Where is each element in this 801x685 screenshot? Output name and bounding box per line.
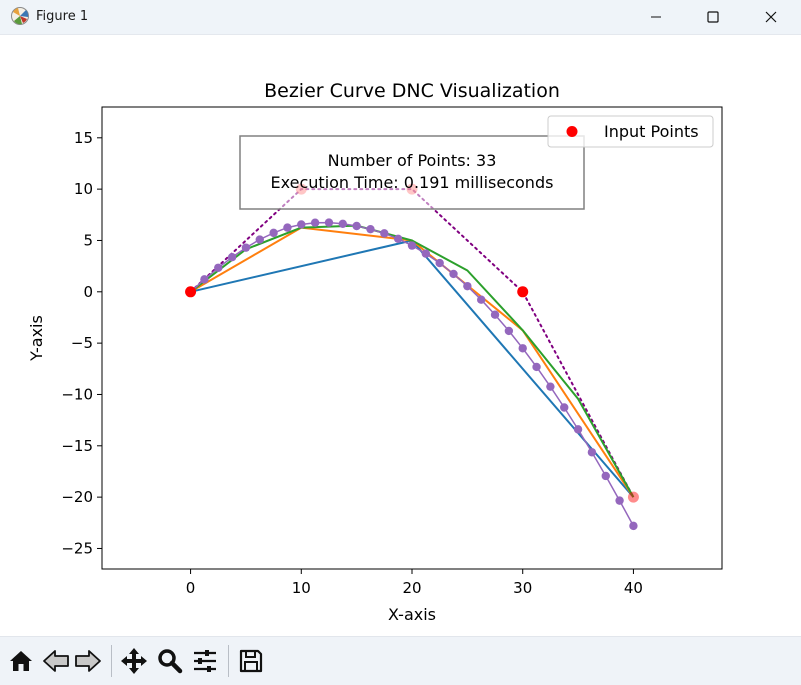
y-tick-label: −20 [61, 488, 93, 506]
window-titlebar: Figure 1 [0, 0, 801, 35]
floppy-disk-icon [239, 649, 263, 673]
curve-point [227, 253, 237, 262]
curve-point [241, 243, 251, 252]
configure-subplots-button[interactable] [189, 643, 221, 679]
annotation-box: Number of Points: 33 Execution Time: 0.1… [239, 135, 585, 210]
window-title: Figure 1 [36, 9, 89, 24]
curve-point [476, 295, 486, 304]
curve-point [560, 403, 569, 412]
curve-point [449, 269, 458, 279]
chart-title: Bezier Curve DNC Visualization [264, 80, 560, 102]
curve-point [435, 258, 444, 268]
x-tick-label: 30 [513, 579, 532, 597]
arrow-right-icon [75, 650, 101, 672]
curve-point [546, 382, 555, 391]
curve-point [615, 496, 624, 505]
matplotlib-icon [11, 7, 29, 25]
curve-point [532, 362, 541, 372]
iteration-line-2 [190, 226, 635, 498]
y-tick-label: 15 [74, 129, 93, 147]
minimize-button[interactable] [633, 0, 679, 34]
curve-point [407, 241, 417, 250]
sliders-icon [194, 650, 216, 672]
minimize-icon [651, 16, 661, 18]
zoom-button[interactable] [154, 643, 186, 679]
x-axis-label: X-axis [388, 605, 436, 624]
toolbar-separator [111, 645, 112, 677]
curve-point [269, 228, 278, 238]
curve-point [421, 249, 431, 258]
curve-point [214, 263, 223, 272]
navigation-toolbar [0, 636, 801, 685]
pan-button[interactable] [118, 643, 150, 679]
y-tick-label: −25 [61, 539, 93, 557]
legend-marker-input-points [566, 126, 578, 137]
input-point [517, 286, 529, 298]
input-point [185, 286, 197, 298]
x-tick-label: 20 [402, 579, 421, 597]
curve-point [255, 235, 264, 244]
chart-svg: 0 10 20 30 40 −25 −20 −15 −10 −5 0 5 10 15 Bezier Cur… [27, 80, 723, 624]
curve-point [380, 229, 389, 238]
curve-point [490, 310, 500, 319]
toolbar-separator [228, 645, 229, 677]
curve-point [393, 234, 403, 244]
home-button[interactable] [5, 643, 37, 679]
y-tick-label: −5 [71, 334, 93, 352]
y-tick-label: 10 [74, 180, 93, 198]
curve-point [601, 471, 610, 481]
curve-point [366, 224, 375, 234]
iteration-line-1 [190, 239, 635, 498]
curve-point [297, 220, 306, 229]
annotation-line-1: Number of Points: 33 [328, 151, 497, 170]
x-tick-label: 0 [186, 579, 196, 597]
y-tick-label: −10 [61, 385, 93, 403]
y-axis-label: Y-axis [27, 315, 46, 362]
curve-point [200, 275, 209, 284]
back-button[interactable] [40, 643, 72, 679]
input-point [627, 491, 639, 503]
maximize-icon [707, 11, 719, 23]
control-polygon-line [189, 188, 635, 499]
y-tick-label: 0 [83, 283, 93, 301]
curve-point [352, 221, 361, 231]
maximize-button[interactable] [690, 0, 736, 34]
close-button[interactable] [748, 0, 794, 34]
legend: Input Points [547, 115, 714, 148]
home-icon [10, 651, 32, 671]
move-icon [121, 648, 147, 674]
curve-point [573, 425, 583, 434]
annotation-line-2: Execution Time: 0.191 milliseconds [271, 173, 554, 192]
arrow-left-icon [43, 650, 69, 672]
curve-point [324, 218, 334, 227]
legend-label-input-points: Input Points [604, 122, 699, 141]
curve-point [629, 521, 638, 531]
curve-point [283, 223, 292, 232]
x-tick-label: 10 [292, 579, 311, 597]
forward-button[interactable] [72, 643, 104, 679]
curve-point [587, 448, 597, 457]
x-tick-label: 40 [624, 579, 643, 597]
curve-point [518, 344, 527, 353]
curve-point [504, 326, 514, 336]
y-tick-label: 5 [83, 231, 93, 249]
save-button[interactable] [235, 643, 267, 679]
y-tick-label: −15 [61, 437, 93, 455]
figure-canvas[interactable]: 0 10 20 30 40 −25 −20 −15 −10 −5 0 5 10 15 Bezier Cur… [0, 35, 801, 635]
close-icon [765, 11, 777, 23]
curve-point [338, 219, 348, 229]
curve-point [310, 218, 320, 227]
iteration-line-3 [189, 224, 635, 498]
curve-point [463, 281, 472, 291]
magnifier-icon [158, 649, 183, 674]
